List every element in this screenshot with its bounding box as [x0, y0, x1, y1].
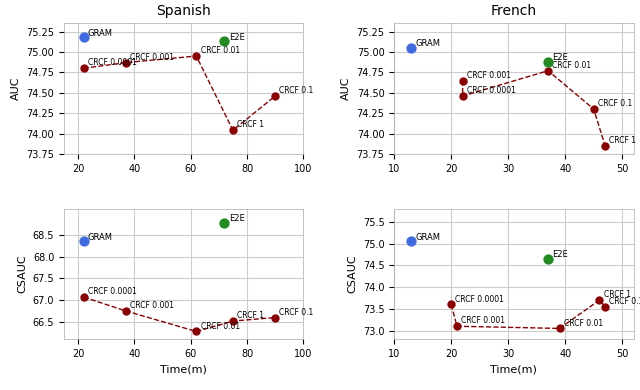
Text: CRCF 1: CRCF 1 [604, 291, 630, 300]
Text: CRCF 0.1: CRCF 0.1 [598, 99, 632, 108]
Point [220, 38, 230, 44]
Text: E2E: E2E [228, 33, 244, 42]
Y-axis label: CSAUC: CSAUC [348, 255, 357, 293]
Text: CRCF 0.1: CRCF 0.1 [609, 297, 640, 306]
Text: CRCF 1: CRCF 1 [609, 136, 636, 145]
Point [406, 238, 417, 245]
X-axis label: Time(m): Time(m) [160, 365, 207, 374]
Text: CRCF 0.001: CRCF 0.001 [130, 301, 174, 310]
Text: CRCF 0.0001: CRCF 0.0001 [88, 287, 137, 296]
Text: GRAM: GRAM [88, 29, 113, 38]
Text: CRCF 0.001: CRCF 0.001 [461, 316, 505, 326]
Title: French: French [491, 4, 537, 18]
Text: CRCF 0.1: CRCF 0.1 [279, 308, 314, 317]
Point [543, 256, 553, 262]
Text: GRAM: GRAM [415, 39, 440, 48]
Text: CRCF 0.0001: CRCF 0.0001 [467, 86, 516, 95]
Y-axis label: AUC: AUC [341, 77, 351, 100]
X-axis label: Time(m): Time(m) [490, 365, 538, 374]
Text: CRCF 0.01: CRCF 0.01 [200, 46, 239, 55]
Text: CRCF 0.01: CRCF 0.01 [564, 319, 603, 328]
Text: CRCF 0.01: CRCF 0.01 [200, 322, 239, 331]
Text: CRCF 0.1: CRCF 0.1 [279, 86, 314, 95]
Point [543, 58, 553, 65]
Text: E2E: E2E [552, 53, 568, 62]
Text: GRAM: GRAM [415, 233, 440, 242]
Text: CRCF 1: CRCF 1 [237, 121, 264, 129]
Text: GRAM: GRAM [88, 233, 113, 242]
Text: CRCF 1: CRCF 1 [237, 311, 264, 320]
Text: CRCF 0.001: CRCF 0.001 [467, 71, 511, 80]
Point [406, 45, 417, 51]
Text: E2E: E2E [228, 214, 244, 223]
Point [79, 238, 89, 245]
Y-axis label: CSAUC: CSAUC [17, 255, 27, 293]
Point [79, 34, 89, 41]
Text: CRCF 0.01: CRCF 0.01 [552, 61, 591, 70]
Y-axis label: AUC: AUC [11, 77, 20, 100]
Text: E2E: E2E [552, 250, 568, 259]
Text: CRCF 0.001: CRCF 0.001 [130, 53, 174, 62]
Title: Spanish: Spanish [156, 4, 211, 18]
Text: CRCF 0.0001: CRCF 0.0001 [456, 295, 504, 304]
Point [220, 220, 230, 226]
Text: CRCF 0.0001: CRCF 0.0001 [88, 58, 137, 67]
